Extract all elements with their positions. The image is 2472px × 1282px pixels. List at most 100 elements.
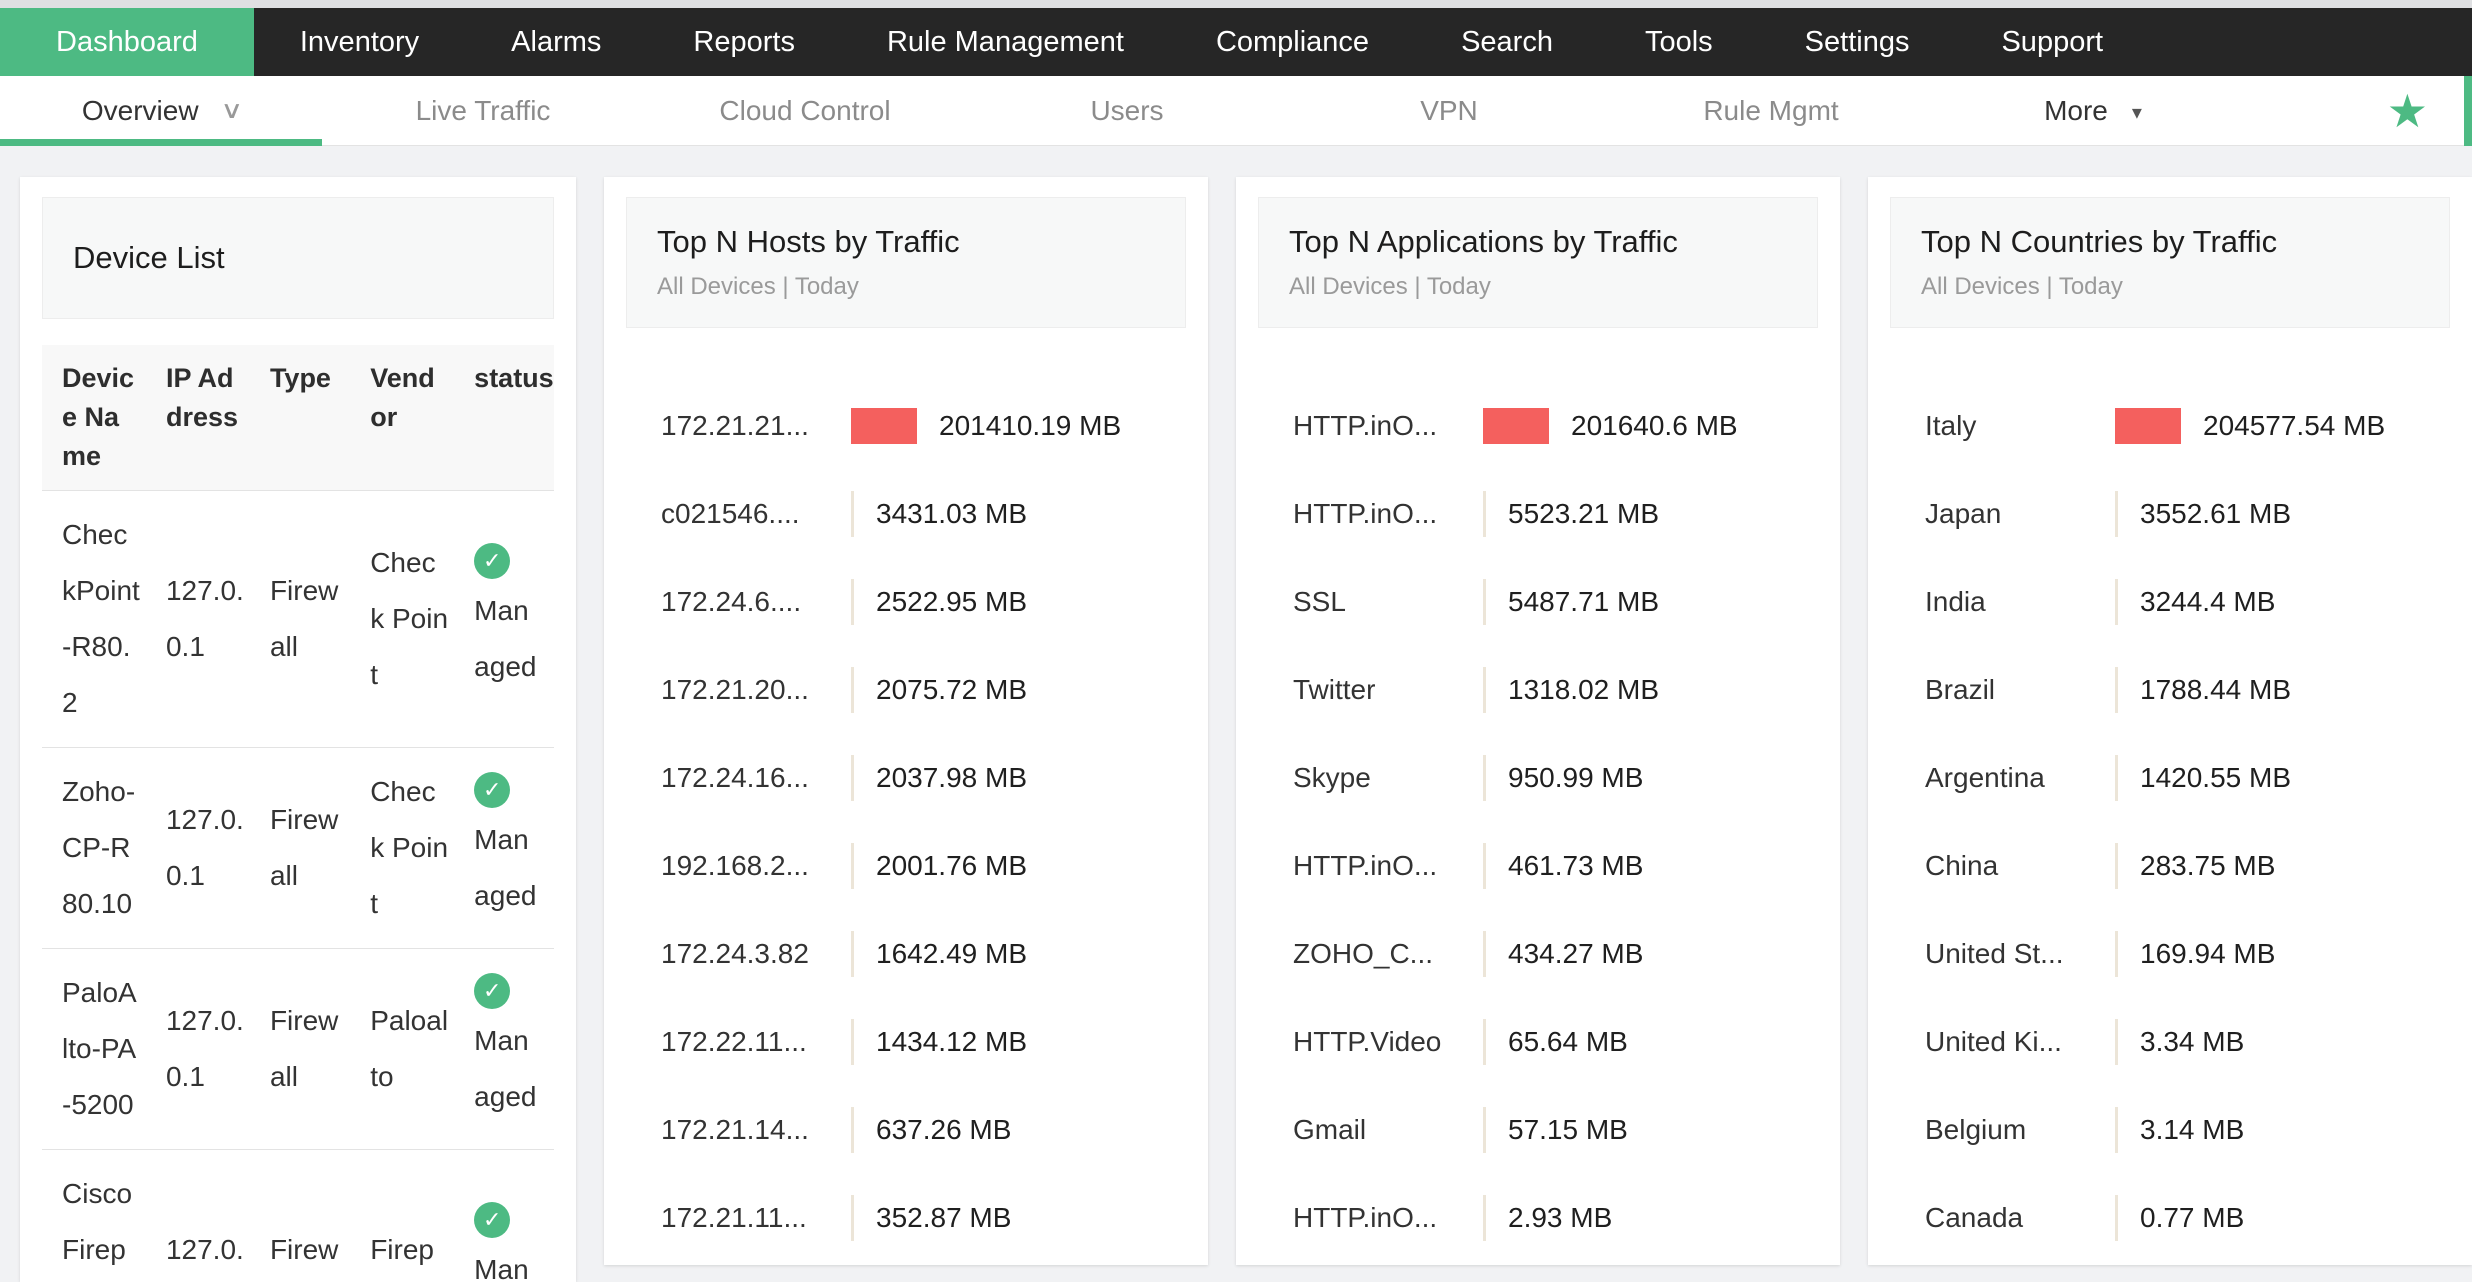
device-name-cell: CheckPoint-R80.2 — [62, 519, 140, 719]
subnav-item-label: Cloud Control — [719, 94, 891, 126]
subnav-item-label: More — [2044, 94, 2108, 126]
traffic-bar — [1483, 579, 1486, 625]
traffic-row[interactable]: ZOHO_C... 434.27 MB — [1236, 910, 1840, 998]
traffic-rows: HTTP.inO... 201640.6 MB HTTP.inO... 5523… — [1236, 382, 1840, 1262]
traffic-bar — [1483, 1195, 1486, 1241]
traffic-row[interactable]: 172.21.20... 2075.72 MB — [604, 646, 1208, 734]
subnav-item-rule-mgmt[interactable]: Rule Mgmt ∨ ▾ — [1610, 76, 1932, 145]
traffic-row-value: 204577.54 MB — [2203, 410, 2386, 441]
traffic-row[interactable]: c021546.... 3431.03 MB — [604, 470, 1208, 558]
traffic-row[interactable]: HTTP.inO... 5523.21 MB — [1236, 470, 1840, 558]
panel-subtitle: All Devices | Today — [1921, 273, 2123, 300]
traffic-row[interactable]: China 283.75 MB — [1868, 822, 2472, 910]
traffic-row-label: Argentina — [1925, 762, 2045, 793]
nav-item-label: Dashboard — [56, 25, 198, 58]
traffic-bar — [851, 408, 917, 444]
traffic-row-value: 950.99 MB — [1508, 762, 1644, 793]
traffic-row[interactable]: Japan 3552.61 MB — [1868, 470, 2472, 558]
traffic-row[interactable]: SSL 5487.71 MB — [1236, 558, 1840, 646]
traffic-row[interactable]: HTTP.inO... 201640.6 MB — [1236, 382, 1840, 470]
traffic-bar — [851, 1019, 854, 1065]
traffic-row[interactable]: 192.168.2... 2001.76 MB — [604, 822, 1208, 910]
nav-item-label: Alarms — [511, 25, 602, 58]
nav-item-settings[interactable]: Settings — [1759, 8, 1956, 76]
traffic-row[interactable]: Gmail 57.15 MB — [1236, 1086, 1840, 1174]
traffic-row[interactable]: HTTP.inO... 461.73 MB — [1236, 822, 1840, 910]
nav-item-inventory[interactable]: Inventory — [254, 8, 465, 76]
traffic-row[interactable]: United Ki... 3.34 MB — [1868, 998, 2472, 1086]
subnav-item-more[interactable]: More ∨ ▾ — [1932, 76, 2254, 145]
traffic-row[interactable]: 172.22.11... 1434.12 MB — [604, 998, 1208, 1086]
device-row[interactable]: Cisco Firepower-FMC 127.0.0.1 Firewall F… — [42, 1150, 554, 1282]
nav-item-dashboard[interactable]: Dashboard — [0, 8, 254, 76]
device-row[interactable]: CheckPoint-R80.2 127.0.0.1 Firewall Chec… — [42, 491, 554, 749]
nav-item-label: Search — [1461, 25, 1553, 58]
traffic-row-label: 172.24.3.82 — [661, 938, 809, 969]
subnav-item-users[interactable]: Users ∨ ▾ — [966, 76, 1288, 145]
subnav-item-live-traffic[interactable]: Live Traffic ∨ ▾ — [322, 76, 644, 145]
traffic-row[interactable]: 172.21.21... 201410.19 MB — [604, 382, 1208, 470]
traffic-row[interactable]: 172.21.11... 352.87 MB — [604, 1174, 1208, 1262]
traffic-row[interactable]: 172.21.14... 637.26 MB — [604, 1086, 1208, 1174]
status-badge: Managed — [474, 824, 537, 912]
traffic-row[interactable]: India 3244.4 MB — [1868, 558, 2472, 646]
traffic-row[interactable]: Canada 0.77 MB — [1868, 1174, 2472, 1262]
traffic-bar — [2115, 579, 2118, 625]
device-row[interactable]: Zoho-CP-R80.10 127.0.0.1 Firewall Check … — [42, 748, 554, 950]
device-name-cell: Cisco Firepower-FMC — [62, 1178, 133, 1266]
vendor-cell: Firepower — [370, 1234, 434, 1266]
star-icon[interactable]: ★ — [2386, 84, 2428, 137]
nav-item-alarms[interactable]: Alarms — [465, 8, 647, 76]
device-row[interactable]: PaloAlto-PA-5200 127.0.0.1 Firewall Palo… — [42, 949, 554, 1151]
traffic-row[interactable]: 172.24.6.... 2522.95 MB — [604, 558, 1208, 646]
traffic-row-label: Canada — [1925, 1202, 2024, 1233]
nav-item-compliance[interactable]: Compliance — [1170, 8, 1415, 76]
traffic-row[interactable]: Belgium 3.14 MB — [1868, 1086, 2472, 1174]
subnav-item-label: Users — [1090, 94, 1164, 126]
chevron-down-icon[interactable]: ∨ — [219, 97, 243, 124]
nav-item-label: Inventory — [299, 25, 420, 58]
nav-item-tools[interactable]: Tools — [1599, 8, 1759, 76]
subnav-item-overview[interactable]: Overview ∨ ▾ — [0, 76, 322, 146]
traffic-row-label: 172.22.11... — [661, 1026, 807, 1057]
device-table-body: CheckPoint-R80.2 127.0.0.1 Firewall Chec… — [42, 491, 554, 1282]
status-badge: Managed — [474, 1025, 537, 1113]
sub-nav-tabs: Overview ∨ ▾ Live Traffic ∨ ▾ Cloud Cont… — [0, 76, 2254, 146]
sub-nav: Overview ∨ ▾ Live Traffic ∨ ▾ Cloud Cont… — [0, 76, 2472, 146]
traffic-row-value: 1318.02 MB — [1508, 674, 1659, 705]
nav-item-search[interactable]: Search — [1415, 8, 1599, 76]
traffic-bar — [1483, 931, 1486, 977]
traffic-row[interactable]: HTTP.inO... 2.93 MB — [1236, 1174, 1840, 1262]
nav-item-rule-management[interactable]: Rule Management — [841, 8, 1170, 76]
traffic-row-value: 352.87 MB — [876, 1202, 1012, 1233]
subnav-item-label: VPN — [1420, 94, 1478, 126]
panel-header: Top N Applications by Traffic All Device… — [1258, 197, 1818, 328]
traffic-row-label: HTTP.Video — [1293, 1026, 1442, 1057]
nav-item-support[interactable]: Support — [1955, 8, 2149, 76]
traffic-row-value: 201640.6 MB — [1571, 410, 1738, 441]
traffic-row[interactable]: Skype 950.99 MB — [1236, 734, 1840, 822]
traffic-row-value: 3244.4 MB — [2140, 586, 2276, 617]
traffic-row-value: 461.73 MB — [1508, 850, 1644, 881]
panel-subtitle: All Devices | Today — [1289, 273, 1491, 300]
traffic-row[interactable]: Brazil 1788.44 MB — [1868, 646, 2472, 734]
traffic-row[interactable]: Italy 204577.54 MB — [1868, 382, 2472, 470]
traffic-row[interactable]: 172.24.16... 2037.98 MB — [604, 734, 1208, 822]
traffic-row-label: ZOHO_C... — [1293, 938, 1434, 969]
traffic-bar — [851, 755, 854, 801]
traffic-row[interactable]: United St... 169.94 MB — [1868, 910, 2472, 998]
traffic-row[interactable]: HTTP.Video 65.64 MB — [1236, 998, 1840, 1086]
traffic-row[interactable]: Twitter 1318.02 MB — [1236, 646, 1840, 734]
subnav-item-cloud-control[interactable]: Cloud Control ∨ ▾ — [644, 76, 966, 145]
ip-address-cell: 127.0.0.1 — [165, 1005, 244, 1093]
traffic-row-label: 192.168.2... — [661, 850, 809, 881]
traffic-row-label: Belgium — [1925, 1114, 2027, 1145]
traffic-row-value: 2001.76 MB — [876, 850, 1027, 881]
device-table: Device Name IP Address Type Vendor status Ch… — [42, 345, 554, 1282]
traffic-row-label: 172.21.21... — [661, 410, 809, 441]
traffic-row[interactable]: 172.24.3.82 1642.49 MB — [604, 910, 1208, 998]
status-cell: ✓ Managed — [474, 772, 554, 924]
subnav-item-vpn[interactable]: VPN ∨ ▾ — [1288, 76, 1610, 145]
traffic-row[interactable]: Argentina 1420.55 MB — [1868, 734, 2472, 822]
nav-item-reports[interactable]: Reports — [647, 8, 841, 76]
